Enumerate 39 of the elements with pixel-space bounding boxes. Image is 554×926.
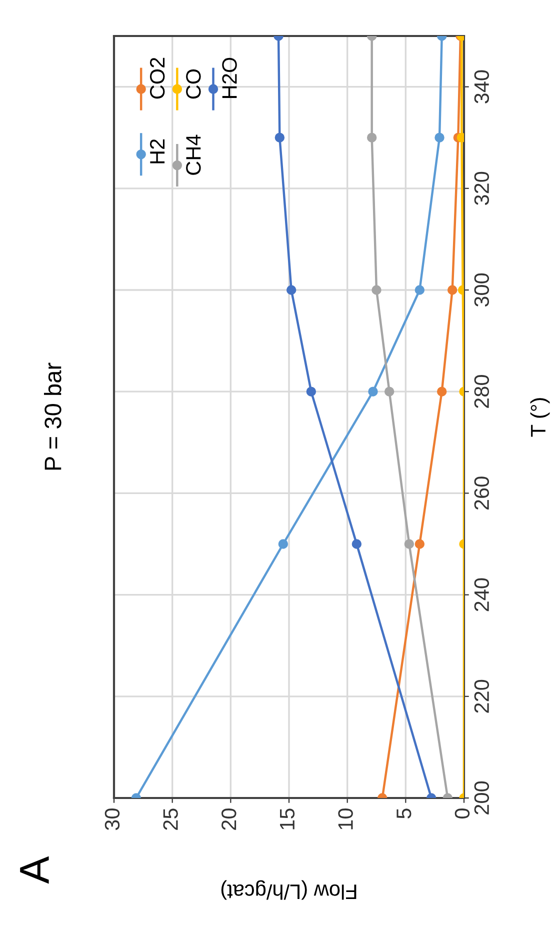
point bbox=[414, 285, 425, 295]
legend-label: CH4 bbox=[186, 134, 201, 175]
point bbox=[414, 539, 425, 549]
point bbox=[447, 285, 458, 295]
text: P = 30 bar bbox=[44, 362, 62, 470]
y-tick-label: 260 bbox=[474, 476, 490, 510]
point bbox=[436, 386, 447, 396]
point bbox=[274, 132, 285, 142]
point bbox=[404, 539, 414, 549]
y-tick-label: 240 bbox=[474, 578, 490, 612]
y-tick-label: 300 bbox=[474, 273, 490, 307]
y-tick-label: 200 bbox=[474, 781, 490, 814]
legend-label: CO bbox=[186, 69, 201, 99]
y-axis-title: T (°) bbox=[530, 398, 550, 437]
y-tick-label: 220 bbox=[474, 680, 490, 713]
point bbox=[366, 132, 377, 142]
point bbox=[352, 539, 362, 549]
x-tick-label: 15 bbox=[280, 808, 295, 830]
legend-label: CO2 bbox=[150, 58, 165, 99]
x-axis-title: Flow (L/h/gcat) bbox=[221, 880, 356, 900]
text: A bbox=[20, 856, 49, 884]
x-tick-label: 10 bbox=[338, 808, 353, 830]
point bbox=[372, 285, 382, 295]
y-tick-label: 280 bbox=[474, 375, 490, 408]
legend-label: H2O bbox=[222, 58, 237, 98]
point bbox=[278, 539, 288, 549]
point bbox=[384, 386, 394, 396]
x-tick-label: 20 bbox=[222, 808, 236, 830]
x-tick-label: 5 bbox=[396, 808, 412, 818]
x-tick-label: 0 bbox=[454, 808, 470, 818]
point bbox=[434, 132, 444, 142]
y-tick-label: 340 bbox=[474, 70, 490, 104]
legend-label: H2 bbox=[150, 139, 165, 164]
x-tick-label: 30 bbox=[104, 808, 120, 830]
x-tick-label: 25 bbox=[163, 808, 178, 830]
point bbox=[286, 285, 296, 295]
point bbox=[306, 386, 316, 396]
point bbox=[368, 386, 378, 396]
y-tick-label: 320 bbox=[474, 172, 490, 205]
